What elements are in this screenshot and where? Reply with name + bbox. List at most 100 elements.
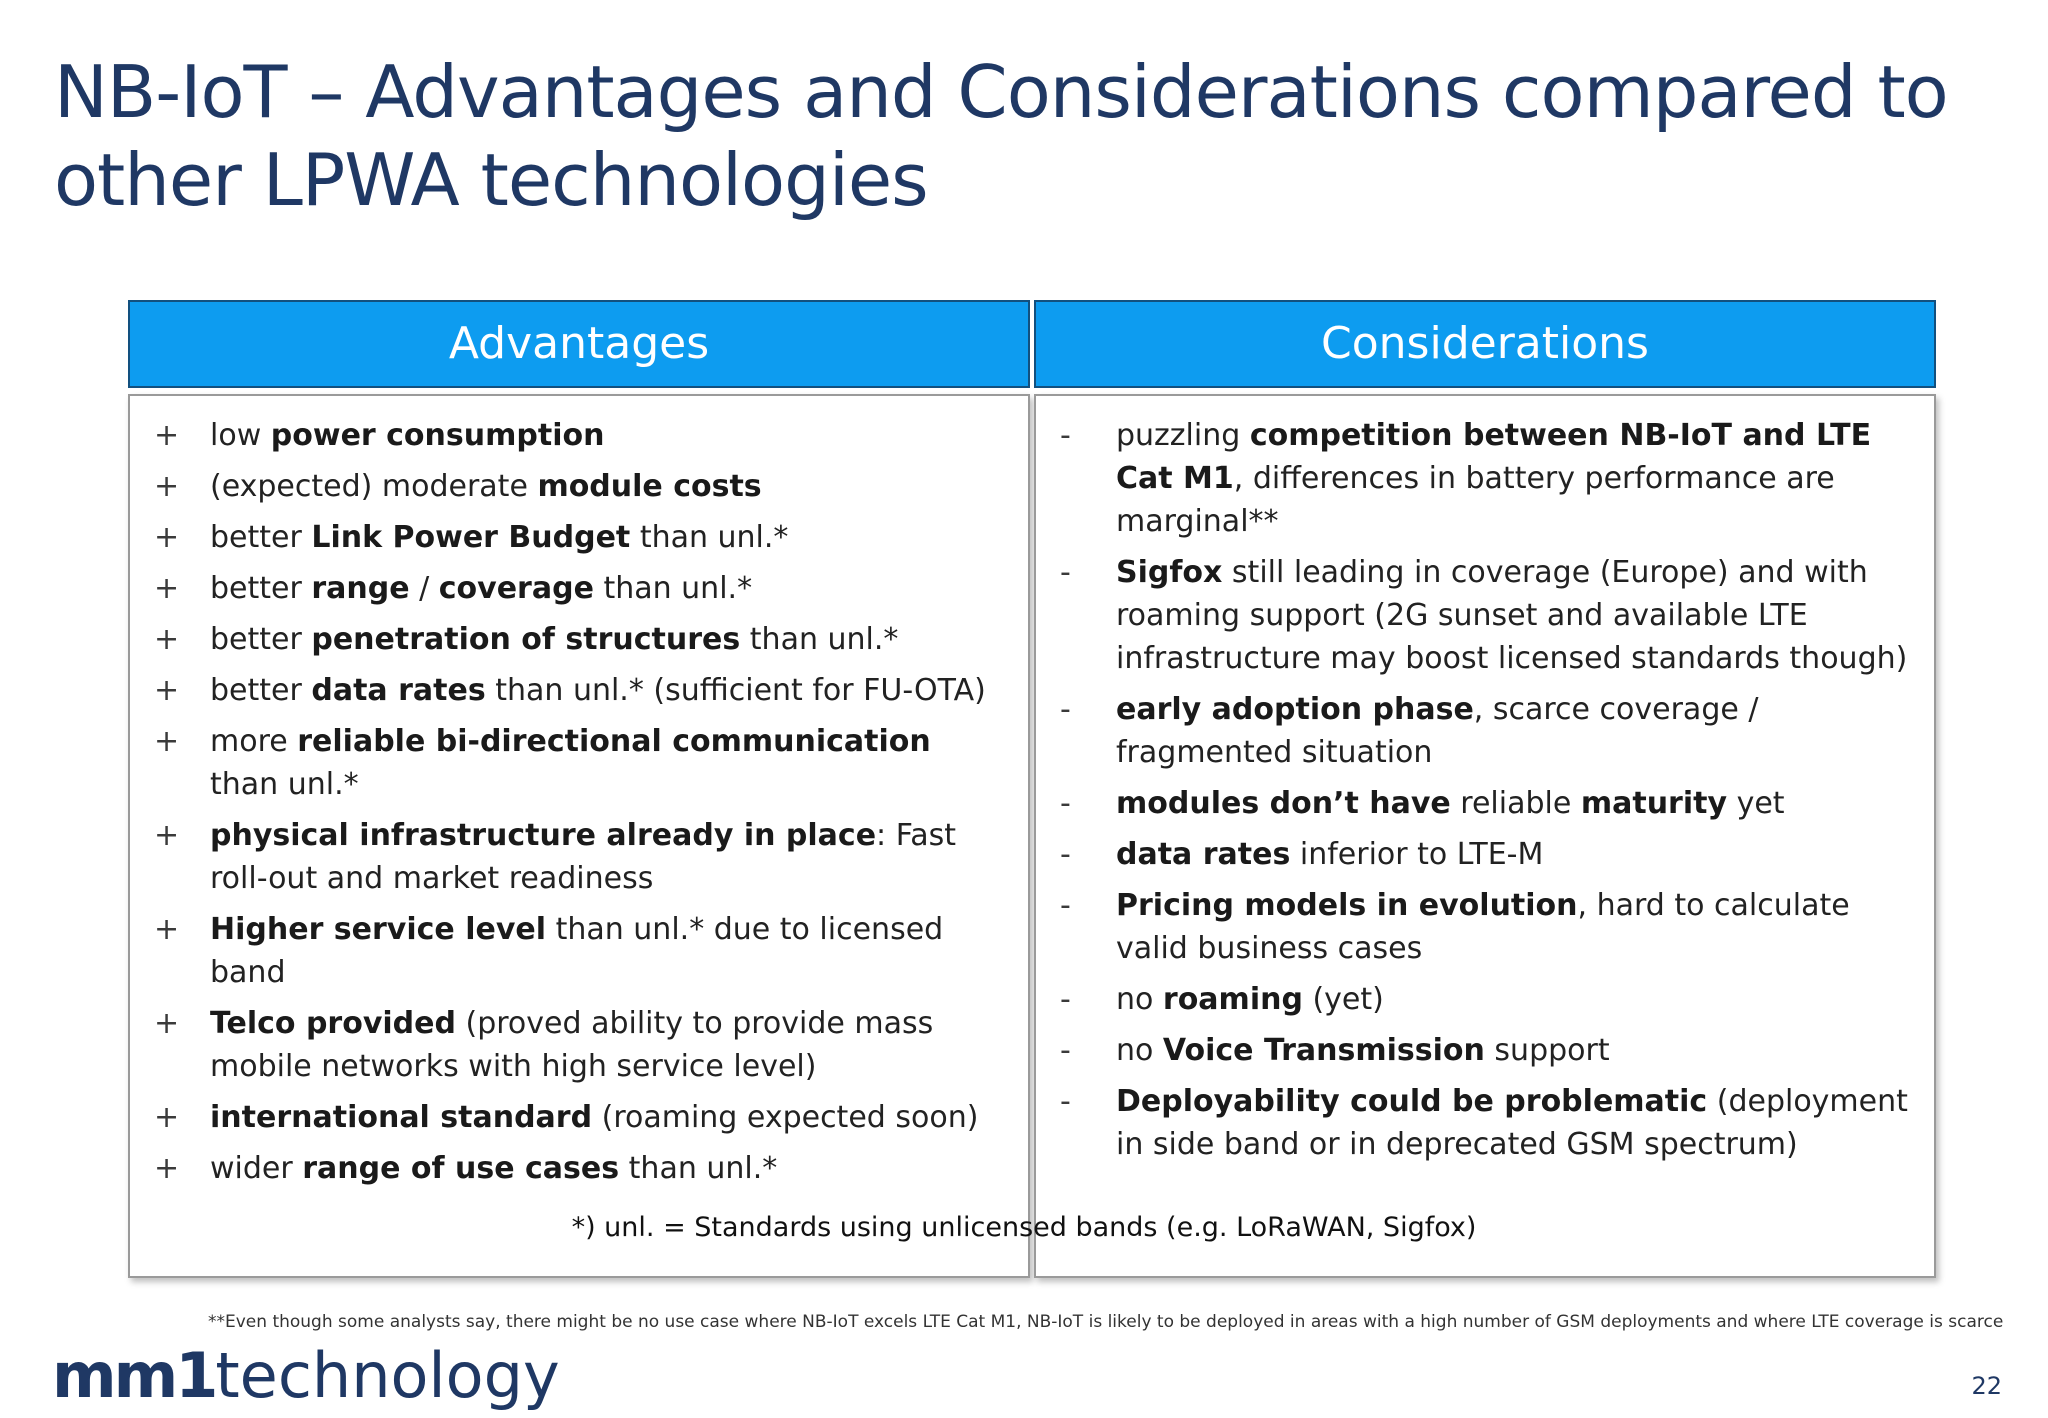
list-item: + international standard (roaming expecte… bbox=[150, 1096, 1008, 1139]
item-text: (proved ability to provide mass mobile n… bbox=[210, 1006, 934, 1084]
bullet-marker: - bbox=[1060, 1084, 1071, 1119]
list-item: - early adoption phase, scarce coverage /… bbox=[1056, 688, 1914, 774]
item-bold-text: Deployability could be problematic bbox=[1116, 1084, 1708, 1119]
list-item: + more reliable bi-directional communicat… bbox=[150, 720, 1008, 806]
item-text: no bbox=[1116, 1033, 1163, 1068]
list-item: - no roaming (yet) bbox=[1056, 978, 1914, 1021]
company-logo: mm1technology bbox=[52, 1340, 560, 1412]
page-number: 22 bbox=[1971, 1372, 2002, 1400]
list-item: + wider range of use cases than unl.* bbox=[150, 1147, 1008, 1190]
list-item: + better range / coverage than unl.* bbox=[150, 567, 1008, 610]
bullet-marker: + bbox=[154, 571, 180, 606]
list-item: + Higher service level than unl.* due to … bbox=[150, 908, 1008, 994]
bullet-marker: + bbox=[154, 724, 180, 759]
item-text: more bbox=[210, 724, 298, 759]
bullet-marker: - bbox=[1060, 888, 1071, 923]
list-item: + (expected) moderate module costs bbox=[150, 465, 1008, 508]
item-text: better bbox=[210, 571, 312, 606]
item-bold-text: competition between NB-IoT and LTE Cat M… bbox=[1116, 418, 1872, 496]
logo-mm1-text: mm1 bbox=[52, 1339, 218, 1412]
item-bold-text: modules don’t have bbox=[1116, 786, 1451, 821]
item-text: wider bbox=[210, 1151, 303, 1186]
bullet-marker: + bbox=[154, 912, 180, 947]
item-text: inferior to LTE-M bbox=[1290, 837, 1544, 872]
bullet-marker: + bbox=[154, 1100, 180, 1135]
item-bold-text: maturity bbox=[1580, 786, 1728, 821]
item-bold-text: physical infrastructure already in place bbox=[210, 818, 877, 853]
analysts-footnote: **Even though some analysts say, there m… bbox=[208, 1312, 2004, 1332]
item-text: than unl.* bbox=[619, 1151, 778, 1186]
item-text: , scarce coverage / fragmented situation bbox=[1116, 692, 1759, 770]
item-text: support bbox=[1484, 1033, 1610, 1068]
item-text: (expected) moderate bbox=[210, 469, 538, 504]
item-bold-text: Telco provided bbox=[210, 1006, 456, 1041]
bullet-marker: - bbox=[1060, 555, 1071, 590]
item-bold-text: module costs bbox=[537, 469, 762, 504]
list-item: + better data rates than unl.* (sufficien… bbox=[150, 669, 1008, 712]
item-bold-text: Sigfox bbox=[1116, 555, 1223, 590]
list-item: - Pricing models in evolution, hard to ca… bbox=[1056, 884, 1914, 970]
item-text: better bbox=[210, 673, 312, 708]
bullet-marker: + bbox=[154, 673, 180, 708]
item-bold-text: Link Power Budget bbox=[311, 520, 631, 555]
list-item: - puzzling competition between NB-IoT and… bbox=[1056, 414, 1914, 543]
bullet-marker: - bbox=[1060, 418, 1071, 453]
list-item: - Deployability could be problematic (dep… bbox=[1056, 1080, 1914, 1166]
item-text: than unl.* bbox=[593, 571, 753, 606]
item-bold-text: data rates bbox=[311, 673, 486, 708]
item-bold-text: roaming bbox=[1162, 982, 1303, 1017]
item-text: reliable bbox=[1450, 786, 1581, 821]
bullet-marker: + bbox=[154, 469, 180, 504]
list-item: + better Link Power Budget than unl.* bbox=[150, 516, 1008, 559]
item-text: (deployment in side band or in deprecate… bbox=[1116, 1084, 1908, 1162]
list-item: - data rates inferior to LTE-M bbox=[1056, 833, 1914, 876]
list-item: + Telco provided (proved ability to provi… bbox=[150, 1002, 1008, 1088]
logo-technology-text: technology bbox=[215, 1339, 560, 1412]
item-text: than unl.* bbox=[630, 520, 789, 555]
item-text: than unl.* (sufficient for FU-OTA) bbox=[485, 673, 986, 708]
bullet-marker: + bbox=[154, 418, 180, 453]
item-text: better bbox=[210, 520, 312, 555]
item-bold-text: data rates bbox=[1116, 837, 1291, 872]
bullet-marker: + bbox=[154, 520, 180, 555]
list-item: - modules don’t have reliable maturity ye… bbox=[1056, 782, 1914, 825]
item-text: , hard to calculate valid business cases bbox=[1116, 888, 1850, 966]
considerations-list: - puzzling competition between NB-IoT and… bbox=[1056, 414, 1914, 1166]
item-text: yet bbox=[1727, 786, 1785, 821]
advantages-list: + low power consumption + (expected) modera… bbox=[150, 414, 1008, 1190]
item-text: puzzling bbox=[1116, 418, 1250, 453]
bullet-marker: - bbox=[1060, 837, 1071, 872]
item-bold-text: power consumption bbox=[270, 418, 605, 453]
item-bold-text: Higher service level bbox=[210, 912, 547, 947]
item-bold-text: Pricing models in evolution bbox=[1116, 888, 1578, 923]
list-item: + better penetration of structures than u… bbox=[150, 618, 1008, 661]
item-text: low bbox=[210, 418, 271, 453]
item-text: than unl.* bbox=[210, 767, 359, 802]
item-bold-text: penetration of structures bbox=[311, 622, 741, 657]
list-item: + physical infrastructure already in plac… bbox=[150, 814, 1008, 900]
bullet-marker: + bbox=[154, 1006, 180, 1041]
considerations-body: - puzzling competition between NB-IoT and… bbox=[1034, 394, 1936, 1278]
advantages-body: + low power consumption + (expected) modera… bbox=[128, 394, 1030, 1278]
list-item: - Sigfox still leading in coverage (Europ… bbox=[1056, 551, 1914, 680]
item-bold-text: early adoption phase bbox=[1116, 692, 1474, 727]
item-text: no bbox=[1116, 982, 1163, 1017]
unlicensed-footnote: *) unl. = Standards using unlicensed ban… bbox=[571, 1212, 1477, 1243]
advantages-header: Advantages bbox=[128, 300, 1030, 388]
item-bold-text: range of use cases bbox=[302, 1151, 620, 1186]
item-text: than unl.* due to licensed band bbox=[210, 912, 944, 990]
bullet-marker: + bbox=[154, 1151, 180, 1186]
considerations-header: Considerations bbox=[1034, 300, 1936, 388]
item-text: than unl.* bbox=[740, 622, 899, 657]
bullet-marker: - bbox=[1060, 786, 1071, 821]
item-bold-text: range bbox=[311, 571, 410, 606]
bullet-marker: - bbox=[1060, 692, 1071, 727]
list-item: - no Voice Transmission support bbox=[1056, 1029, 1914, 1072]
page-title: NB-IoT – Advantages and Considerations c… bbox=[54, 50, 1949, 222]
item-text: / bbox=[409, 571, 439, 606]
advantages-column: Advantages + low power consumption + (expec… bbox=[128, 300, 1030, 1278]
item-bold-text: coverage bbox=[438, 571, 594, 606]
bullet-marker: - bbox=[1060, 982, 1071, 1017]
bullet-marker: - bbox=[1060, 1033, 1071, 1068]
item-bold-text: reliable bi-directional communication bbox=[297, 724, 931, 759]
